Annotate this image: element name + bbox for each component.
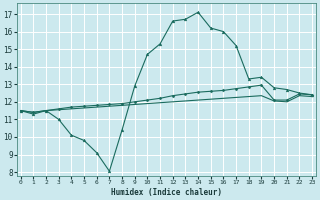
- X-axis label: Humidex (Indice chaleur): Humidex (Indice chaleur): [111, 188, 222, 197]
